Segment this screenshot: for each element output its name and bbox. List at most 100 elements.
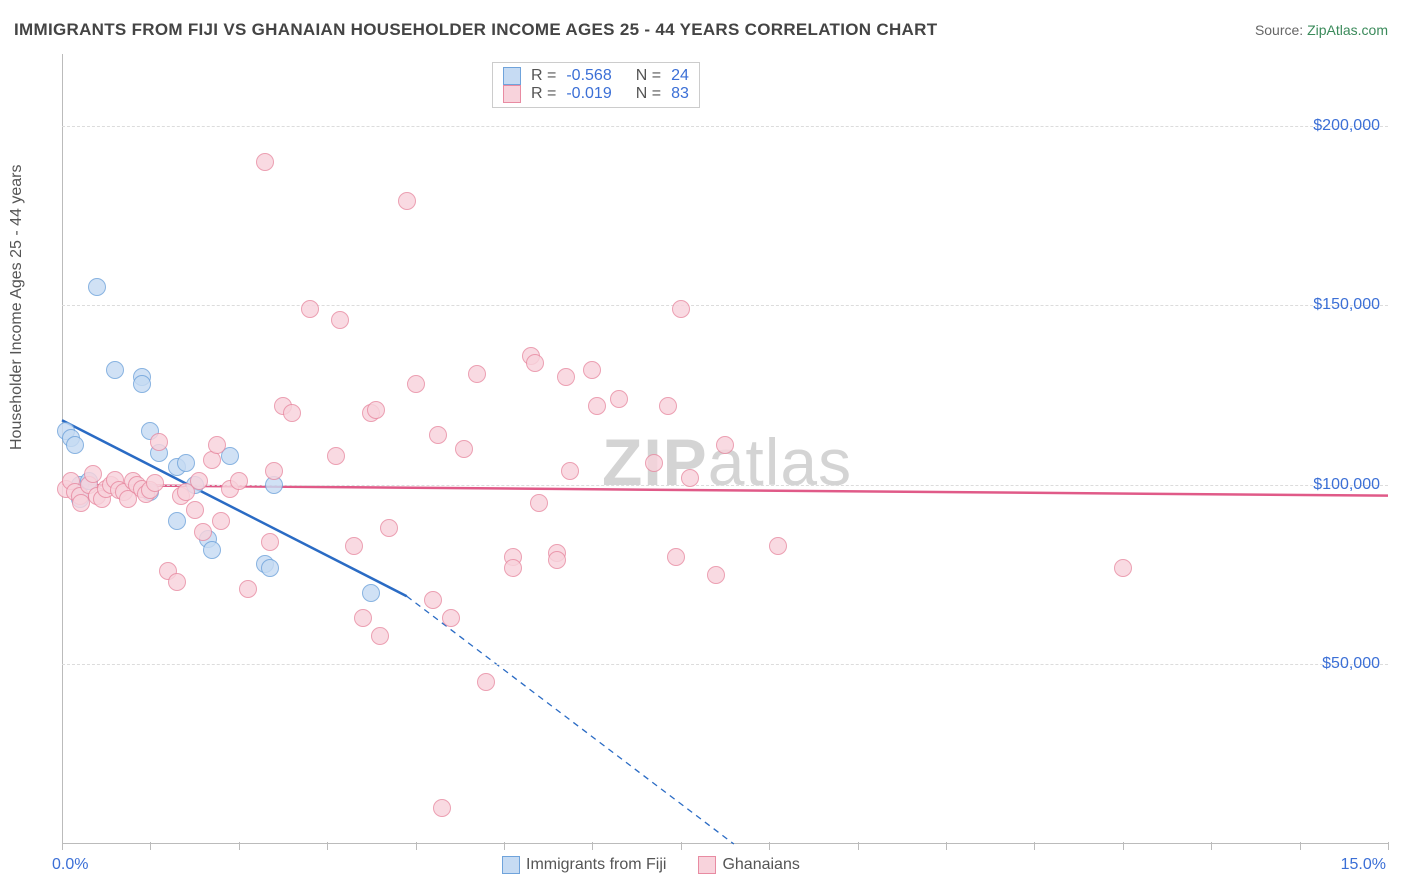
source-prefix: Source: — [1255, 22, 1307, 38]
data-point — [398, 192, 416, 210]
data-point — [681, 469, 699, 487]
data-point — [301, 300, 319, 318]
data-point — [667, 548, 685, 566]
y-tick-label: $50,000 — [1322, 655, 1380, 673]
legend-n-label: N = — [636, 67, 661, 85]
data-point — [707, 566, 725, 584]
series-legend: Immigrants from Fiji Ghanaians — [502, 856, 800, 874]
data-point — [283, 404, 301, 422]
gridline-h — [62, 126, 1388, 127]
x-tick — [1034, 842, 1035, 850]
y-axis-line — [62, 54, 63, 844]
data-point — [380, 519, 398, 537]
data-point — [88, 278, 106, 296]
gridline-h — [62, 485, 1388, 486]
data-point — [659, 397, 677, 415]
legend-r-label: R = — [531, 85, 556, 103]
y-tick-label: $200,000 — [1313, 117, 1380, 135]
data-point — [610, 390, 628, 408]
legend-n-label: N = — [636, 85, 661, 103]
data-point — [261, 533, 279, 551]
data-point — [504, 559, 522, 577]
data-point — [645, 454, 663, 472]
legend-swatch — [503, 67, 521, 85]
legend-r-value: -0.019 — [566, 85, 611, 103]
data-point — [212, 512, 230, 530]
x-tick — [1123, 842, 1124, 850]
x-axis-line — [62, 843, 1388, 844]
data-point — [327, 447, 345, 465]
data-point — [265, 462, 283, 480]
x-tick — [592, 842, 593, 850]
data-point — [526, 354, 544, 372]
data-point — [561, 462, 579, 480]
data-point — [769, 537, 787, 555]
watermark-light: atlas — [708, 425, 852, 499]
data-point — [583, 361, 601, 379]
x-tick — [504, 842, 505, 850]
x-tick — [769, 842, 770, 850]
legend-row: R = -0.019 N = 83 — [503, 85, 689, 103]
legend-item: Immigrants from Fiji — [502, 856, 666, 874]
data-point — [168, 512, 186, 530]
data-point — [84, 465, 102, 483]
data-point — [208, 436, 226, 454]
x-tick — [416, 842, 417, 850]
data-point — [367, 401, 385, 419]
data-point — [588, 397, 606, 415]
data-point — [177, 454, 195, 472]
data-point — [455, 440, 473, 458]
data-point — [468, 365, 486, 383]
source-link[interactable]: ZipAtlas.com — [1307, 22, 1388, 38]
x-tick-label: 15.0% — [1341, 856, 1386, 874]
gridline-h — [62, 664, 1388, 665]
data-point — [557, 368, 575, 386]
data-point — [186, 501, 204, 519]
data-point — [429, 426, 447, 444]
watermark: ZIPatlas — [602, 424, 852, 500]
data-point — [261, 559, 279, 577]
x-tick — [150, 842, 151, 850]
x-tick — [858, 842, 859, 850]
data-point — [168, 573, 186, 591]
data-point — [106, 361, 124, 379]
x-tick — [1388, 842, 1389, 850]
correlation-legend: R = -0.568 N = 24R = -0.019 N = 83 — [492, 62, 700, 108]
x-tick — [239, 842, 240, 850]
data-point — [716, 436, 734, 454]
chart-title: IMMIGRANTS FROM FIJI VS GHANAIAN HOUSEHO… — [14, 20, 937, 40]
legend-item: Ghanaians — [698, 856, 799, 874]
data-point — [150, 433, 168, 451]
data-point — [424, 591, 442, 609]
data-point — [239, 580, 257, 598]
data-point — [354, 609, 372, 627]
data-point — [433, 799, 451, 817]
data-point — [362, 584, 380, 602]
data-point — [256, 153, 274, 171]
data-point — [190, 472, 208, 490]
legend-swatch — [503, 85, 521, 103]
data-point — [66, 436, 84, 454]
legend-swatch — [698, 856, 716, 874]
legend-n-value: 24 — [671, 67, 689, 85]
data-point — [407, 375, 425, 393]
gridline-h — [62, 305, 1388, 306]
data-point — [672, 300, 690, 318]
data-point — [203, 541, 221, 559]
y-axis-label: Householder Income Ages 25 - 44 years — [8, 165, 26, 451]
data-point — [1114, 559, 1132, 577]
x-tick — [946, 842, 947, 850]
legend-r-value: -0.568 — [566, 67, 611, 85]
data-point — [146, 474, 164, 492]
x-tick — [327, 842, 328, 850]
x-tick — [1211, 842, 1212, 850]
data-point — [548, 551, 566, 569]
scatter-plot-area: ZIPatlas R = -0.568 N = 24R = -0.019 N = 8… — [62, 54, 1388, 844]
y-tick-label: $150,000 — [1313, 296, 1380, 314]
legend-n-value: 83 — [671, 85, 689, 103]
data-point — [331, 311, 349, 329]
data-point — [442, 609, 460, 627]
x-tick-label: 0.0% — [52, 856, 88, 874]
data-point — [345, 537, 363, 555]
data-point — [477, 673, 495, 691]
